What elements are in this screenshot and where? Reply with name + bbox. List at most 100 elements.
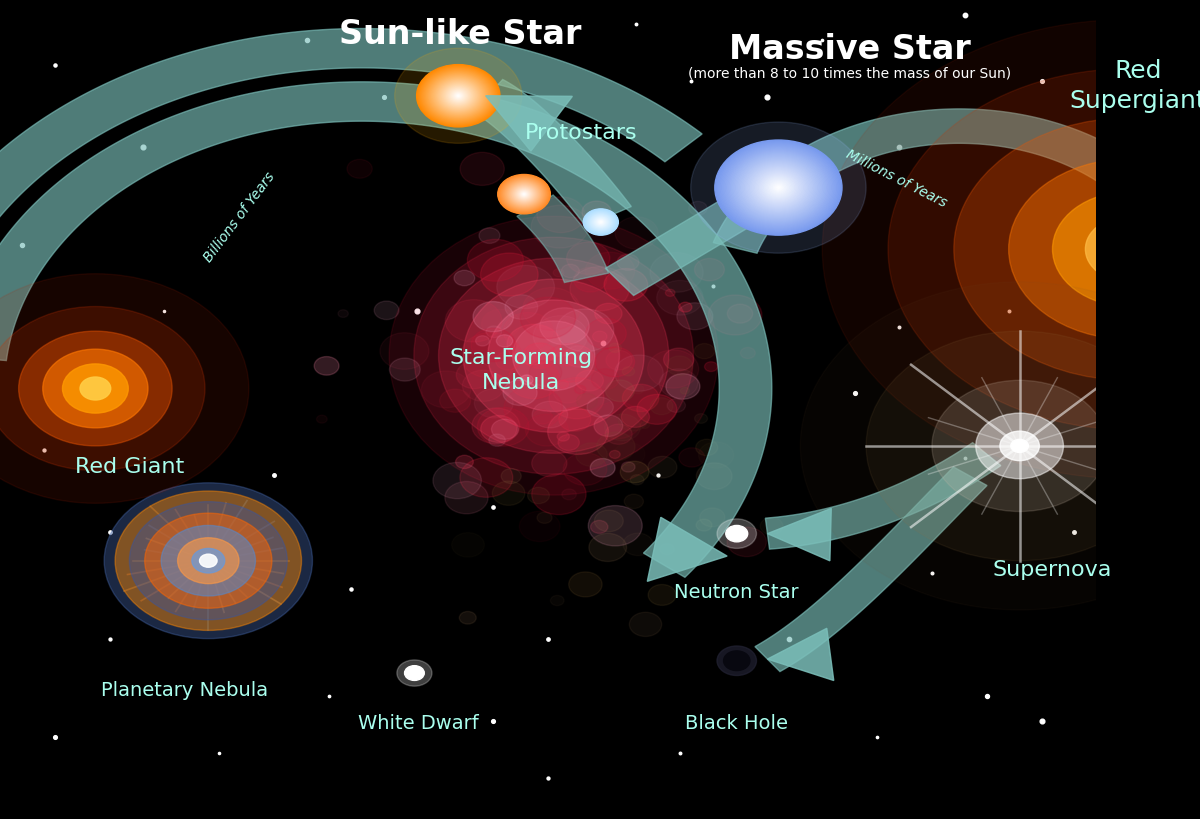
Circle shape — [516, 188, 533, 201]
Circle shape — [630, 475, 644, 486]
Circle shape — [679, 448, 704, 468]
Circle shape — [478, 408, 529, 446]
Circle shape — [588, 506, 642, 546]
Circle shape — [1000, 432, 1039, 461]
Circle shape — [700, 509, 725, 527]
Ellipse shape — [414, 238, 694, 475]
Circle shape — [760, 174, 798, 202]
Circle shape — [390, 359, 420, 382]
Circle shape — [720, 145, 836, 232]
Circle shape — [575, 386, 586, 394]
Circle shape — [696, 464, 732, 490]
Circle shape — [130, 502, 287, 620]
Circle shape — [629, 613, 661, 636]
Circle shape — [760, 518, 782, 535]
Circle shape — [503, 179, 545, 210]
Polygon shape — [473, 80, 631, 227]
Circle shape — [744, 163, 812, 214]
Circle shape — [677, 303, 713, 330]
Circle shape — [665, 290, 676, 297]
Circle shape — [451, 91, 466, 102]
Text: Red Giant: Red Giant — [74, 457, 184, 477]
Circle shape — [622, 463, 635, 473]
Circle shape — [727, 527, 767, 557]
Circle shape — [593, 332, 607, 342]
Polygon shape — [768, 509, 832, 561]
Ellipse shape — [463, 280, 644, 433]
Circle shape — [397, 660, 432, 686]
Circle shape — [617, 255, 638, 271]
Circle shape — [594, 218, 608, 228]
Circle shape — [1052, 192, 1200, 307]
Circle shape — [532, 474, 586, 515]
Circle shape — [508, 360, 559, 399]
Circle shape — [866, 332, 1174, 561]
Circle shape — [433, 463, 481, 499]
Circle shape — [178, 538, 239, 584]
Circle shape — [523, 194, 524, 196]
Circle shape — [515, 188, 533, 201]
Circle shape — [516, 189, 532, 201]
Circle shape — [606, 351, 632, 370]
Polygon shape — [766, 443, 1001, 550]
Circle shape — [456, 455, 473, 469]
Circle shape — [724, 147, 833, 229]
Circle shape — [660, 544, 674, 555]
Circle shape — [730, 152, 827, 224]
Circle shape — [492, 482, 524, 506]
Circle shape — [504, 179, 545, 210]
Circle shape — [1010, 440, 1028, 453]
Circle shape — [522, 193, 526, 197]
Circle shape — [664, 349, 694, 371]
Circle shape — [424, 71, 492, 122]
Circle shape — [421, 372, 470, 409]
Circle shape — [764, 178, 792, 199]
Text: Red
Supergiant: Red Supergiant — [1069, 59, 1200, 113]
Circle shape — [610, 451, 620, 459]
Circle shape — [756, 171, 802, 206]
Circle shape — [726, 526, 748, 542]
Circle shape — [505, 181, 542, 209]
Polygon shape — [605, 185, 776, 296]
Circle shape — [648, 351, 698, 389]
Circle shape — [427, 73, 490, 120]
Circle shape — [648, 457, 677, 478]
Circle shape — [460, 612, 476, 624]
Circle shape — [599, 221, 604, 224]
Circle shape — [445, 482, 488, 514]
Circle shape — [380, 333, 428, 370]
Circle shape — [425, 72, 492, 121]
Circle shape — [718, 646, 756, 676]
Circle shape — [443, 85, 474, 108]
Circle shape — [498, 176, 550, 214]
Circle shape — [557, 310, 613, 352]
Circle shape — [749, 166, 808, 210]
Circle shape — [497, 335, 512, 347]
Polygon shape — [768, 628, 834, 681]
Circle shape — [596, 219, 605, 226]
Circle shape — [434, 79, 482, 115]
Circle shape — [589, 214, 612, 232]
Circle shape — [733, 154, 824, 223]
Circle shape — [532, 402, 568, 428]
Circle shape — [564, 346, 593, 368]
Circle shape — [457, 95, 460, 98]
Circle shape — [767, 180, 790, 197]
Circle shape — [506, 182, 541, 208]
Circle shape — [574, 268, 607, 292]
Circle shape — [449, 89, 468, 104]
Circle shape — [467, 240, 523, 282]
Text: (more than 8 to 10 times the mass of our Sun): (more than 8 to 10 times the mass of our… — [688, 66, 1012, 81]
Circle shape — [472, 409, 520, 444]
Circle shape — [43, 350, 148, 428]
Circle shape — [448, 88, 469, 105]
Circle shape — [553, 382, 582, 404]
Circle shape — [472, 329, 516, 362]
Circle shape — [586, 211, 617, 234]
Circle shape — [551, 595, 564, 606]
Circle shape — [449, 90, 468, 103]
Circle shape — [762, 176, 794, 201]
Circle shape — [587, 398, 613, 418]
Circle shape — [778, 188, 780, 189]
Text: Star-Forming
Nebula: Star-Forming Nebula — [449, 348, 593, 392]
